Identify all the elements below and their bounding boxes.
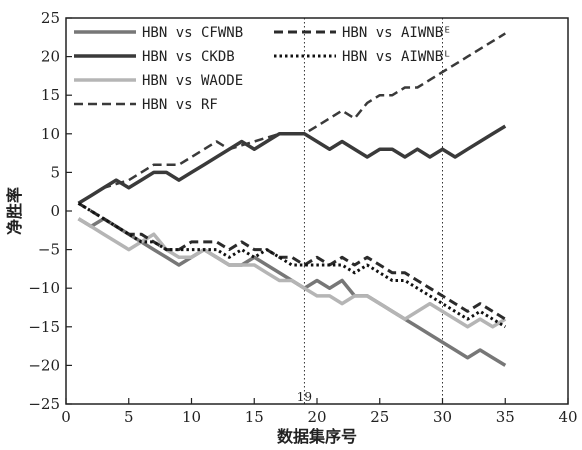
x-tick-label: 25 xyxy=(370,408,389,426)
y-tick-label: 10 xyxy=(41,125,60,143)
x-tick-label: 30 xyxy=(433,408,452,426)
y-tick-label: 0 xyxy=(50,202,60,220)
x-tick-label: 5 xyxy=(124,408,134,426)
legend-label: HBN vs RF xyxy=(142,97,218,113)
legend-label: HBN vs WAODE xyxy=(142,73,243,89)
x-tick-label: 10 xyxy=(182,408,201,426)
y-tick-label: 20 xyxy=(41,48,60,66)
x-tick-label: 20 xyxy=(307,408,326,426)
reference-line-label: 19 xyxy=(297,390,312,404)
x-tick-label: 40 xyxy=(558,408,577,426)
x-axis-label: 数据集序号 xyxy=(277,427,357,446)
y-tick-label: 25 xyxy=(41,9,60,27)
series-line-6 xyxy=(77,202,507,329)
legend-label: HBN vs AIWNBᴸ xyxy=(342,49,452,65)
y-tick-label: −10 xyxy=(28,279,60,297)
x-tick-label: 15 xyxy=(245,408,264,426)
y-tick-label: −25 xyxy=(28,395,60,413)
y-axis-label: 净胜率 xyxy=(5,187,24,235)
reference-lines: 19 xyxy=(297,18,443,404)
series-line-4 xyxy=(77,32,506,205)
legend: HBN vs CFWNB HBN vs CKDB HBN vs WAODE HBN v… xyxy=(74,25,452,113)
y-tick-label: −15 xyxy=(28,318,60,336)
legend-label: HBN vs AIWNBᴱ xyxy=(342,25,452,41)
y-tick-label: 5 xyxy=(50,163,60,181)
x-tick-label: 0 xyxy=(61,408,71,426)
y-tick-label: 15 xyxy=(41,86,60,104)
axis-ticks: 0 5 10 15 20 25 30 35 40 −25 −20 −15 −10 −5 0 5 10 15 20 25 xyxy=(28,9,577,426)
series-line-2 xyxy=(77,124,507,205)
legend-label: HBN vs CFWNB xyxy=(142,25,243,41)
x-tick-label: 35 xyxy=(496,408,515,426)
y-tick-label: −20 xyxy=(28,356,60,374)
series-line-3 xyxy=(77,217,507,329)
series-layer xyxy=(77,32,507,367)
legend-label: HBN vs CKDB xyxy=(142,49,235,65)
y-tick-label: −5 xyxy=(38,241,60,259)
